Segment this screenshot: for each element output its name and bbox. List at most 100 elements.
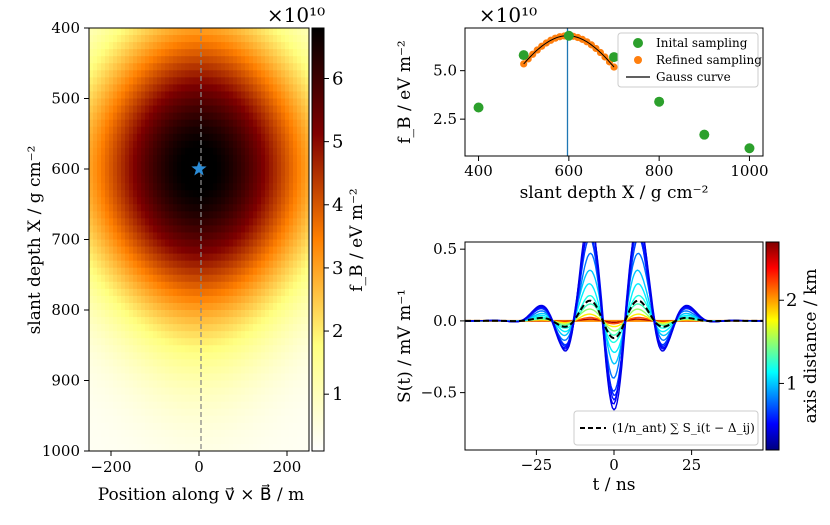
heatmap-cell bbox=[285, 288, 290, 297]
heatmap-cell bbox=[213, 281, 218, 290]
heatmap-cell bbox=[301, 126, 306, 135]
heatmap-cell bbox=[205, 373, 210, 382]
heatmap-cell bbox=[221, 140, 226, 149]
heatmap-cell bbox=[113, 98, 118, 107]
heatmap-cell bbox=[97, 436, 102, 445]
heatmap-cell bbox=[177, 288, 182, 297]
heatmap-cell bbox=[217, 204, 222, 212]
heatmap-cell bbox=[293, 302, 298, 311]
heatmap-cell bbox=[105, 324, 110, 332]
heatmap-cell bbox=[169, 112, 174, 121]
heatmap-cell bbox=[193, 422, 198, 431]
heatmap-xlabel: Position along v⃗ × B⃗ / m bbox=[98, 484, 304, 505]
heatmap-cell bbox=[133, 366, 138, 375]
heatmap-cell bbox=[289, 91, 294, 100]
heatmap-cell bbox=[89, 176, 94, 184]
heatmap-cell bbox=[185, 295, 190, 304]
heatmap-cell bbox=[133, 260, 138, 269]
heatmap-cell bbox=[285, 225, 290, 234]
heatmap-cell bbox=[305, 317, 309, 325]
heatmap-cell bbox=[141, 302, 146, 311]
heatmap-cell bbox=[89, 49, 94, 57]
heatmap-cell bbox=[189, 345, 194, 353]
heatmap-cell bbox=[281, 295, 286, 304]
heatmap-cell bbox=[213, 387, 218, 396]
heatmap-cell bbox=[213, 317, 218, 325]
heatmap-cell bbox=[101, 394, 106, 403]
heatmap-cell bbox=[273, 197, 278, 205]
heatmap-cell bbox=[229, 373, 234, 382]
heatmap-cell bbox=[157, 401, 162, 410]
heatmap-cell bbox=[109, 105, 114, 114]
heatmap-cell bbox=[113, 331, 118, 339]
heatmap-cell bbox=[149, 56, 154, 64]
heatmap-cell bbox=[169, 77, 174, 85]
heatmap-cell bbox=[273, 310, 278, 318]
heatmap-cell bbox=[233, 112, 238, 121]
heatmap-cell bbox=[289, 218, 294, 226]
heatmap-cell bbox=[193, 70, 198, 78]
heatmap-cell bbox=[153, 112, 158, 121]
heatmap-cell bbox=[165, 91, 170, 100]
heatmap-cell bbox=[213, 84, 218, 93]
heatmap-cell bbox=[245, 422, 250, 431]
heatmap-cell bbox=[293, 197, 298, 205]
heatmap-cell bbox=[281, 28, 286, 36]
heatmap-cell bbox=[297, 373, 302, 382]
heatmap-cell bbox=[205, 77, 210, 85]
heatmap-cell bbox=[205, 169, 210, 177]
heatmap-cell bbox=[201, 317, 206, 325]
heatmap-cell bbox=[281, 429, 286, 438]
heatmap-cell bbox=[201, 394, 206, 403]
heatmap-cell bbox=[249, 98, 254, 107]
heatmap-cell bbox=[209, 253, 214, 262]
heatmap-cell bbox=[205, 288, 210, 297]
heatmap-cell bbox=[205, 429, 210, 438]
heatmap-cell bbox=[185, 373, 190, 382]
heatmap-cell bbox=[157, 126, 162, 135]
heatmap-cell bbox=[245, 239, 250, 248]
heatmap-cell bbox=[173, 429, 178, 438]
heatmap-cell bbox=[261, 42, 266, 50]
heatmap-cell bbox=[89, 197, 94, 205]
heatmap-cell bbox=[109, 56, 114, 64]
heatmap-cell bbox=[285, 387, 290, 396]
heatmap-cell bbox=[137, 112, 142, 121]
heatmap-cell bbox=[181, 28, 186, 36]
heatmap-cell bbox=[141, 324, 146, 332]
heatmap-cell bbox=[129, 154, 134, 163]
heatmap-cell bbox=[129, 246, 134, 255]
heatmap-cell bbox=[225, 239, 230, 248]
heatmap-cell bbox=[201, 288, 206, 297]
heatmap-cell bbox=[161, 345, 166, 353]
heatmap-cell bbox=[233, 161, 238, 170]
heatmap-cell bbox=[181, 267, 186, 276]
heatmap-cell bbox=[177, 274, 182, 283]
heatmap-cell bbox=[277, 366, 282, 375]
heatmap-cell bbox=[253, 63, 258, 71]
heatmap-cell bbox=[253, 373, 258, 382]
heatmap-cell bbox=[177, 324, 182, 332]
heatmap-cell bbox=[273, 246, 278, 255]
heatmap-cell bbox=[269, 436, 274, 445]
heatmap-cell bbox=[305, 253, 309, 262]
heatmap-cell bbox=[205, 190, 210, 198]
heatmap-cell bbox=[217, 169, 222, 177]
heatmap-cell bbox=[273, 232, 278, 241]
heatmap-cell bbox=[185, 183, 190, 191]
heatmap-cell bbox=[165, 42, 170, 50]
heatmap-cell bbox=[105, 443, 110, 451]
heatmap-cell bbox=[237, 49, 242, 57]
heatmap-cell bbox=[197, 260, 202, 269]
heatmap-cell bbox=[109, 140, 114, 149]
heatmap-cell bbox=[137, 190, 142, 198]
heatmap-cell bbox=[185, 218, 190, 226]
heatmap-cell bbox=[281, 366, 286, 375]
heatmap-cell bbox=[233, 176, 238, 184]
heatmap-cell bbox=[117, 380, 122, 389]
heatmap-cell bbox=[189, 98, 194, 107]
heatmap-cell bbox=[229, 260, 234, 269]
heatmap-cell bbox=[229, 274, 234, 283]
heatmap-cell bbox=[141, 49, 146, 57]
heatmap-cell bbox=[297, 310, 302, 318]
